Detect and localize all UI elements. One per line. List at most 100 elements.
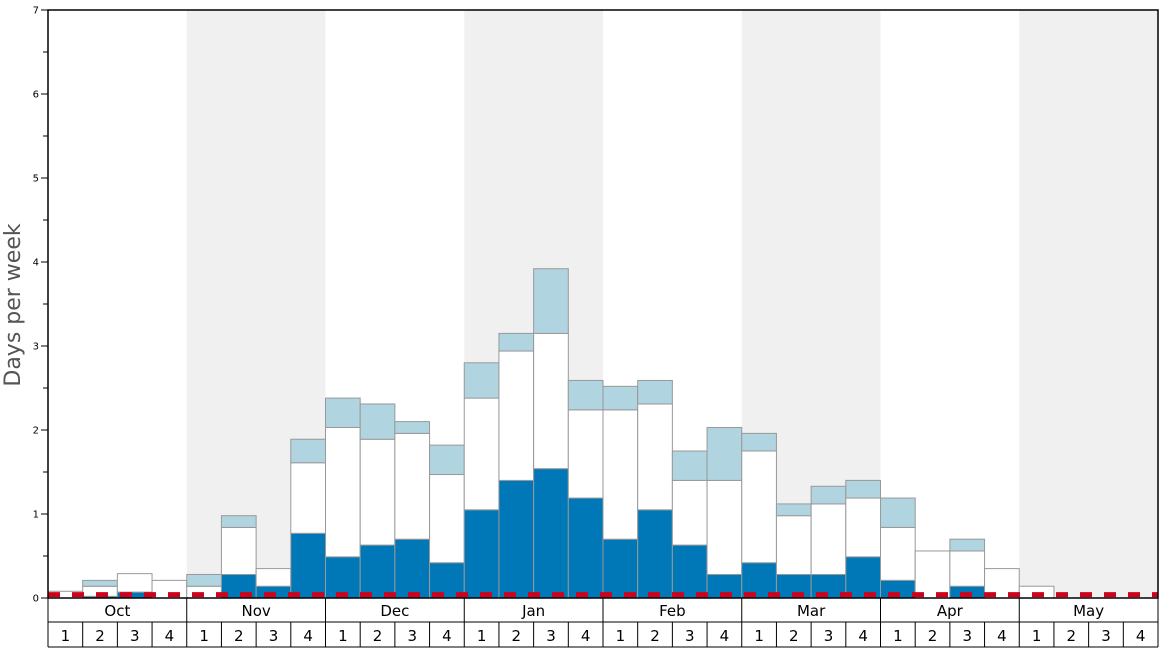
week-label: 3 — [1101, 627, 1111, 645]
bar-series — [47, 268, 1055, 599]
bar-segment-white — [325, 426, 361, 558]
week-label: 4 — [720, 627, 730, 645]
week-label: 2 — [373, 627, 383, 645]
bar-segment-light — [498, 332, 535, 352]
month-label: Mar — [797, 602, 826, 620]
week-label: 3 — [824, 627, 834, 645]
bar-segment-white — [533, 332, 569, 470]
bar-segment-light — [671, 450, 708, 481]
y-tick-label: 6 — [33, 90, 39, 101]
bar-segment-white — [567, 409, 604, 499]
week-label: 4 — [442, 627, 452, 645]
bar-segment-white — [463, 397, 500, 511]
month-label: May — [1073, 602, 1104, 620]
week-label: 2 — [95, 627, 105, 645]
bar-segment-light — [637, 379, 673, 405]
week-label: 3 — [407, 627, 417, 645]
bar-segment-dark — [671, 544, 708, 599]
bar-segment-white — [775, 515, 812, 575]
week-label: 4 — [1136, 627, 1146, 645]
bar-segment-white — [949, 550, 986, 587]
month-label: Dec — [380, 602, 409, 620]
bar-segment-white — [914, 550, 951, 599]
bar-segment-light — [533, 268, 569, 334]
bar-segment-white — [810, 503, 847, 575]
bar-segment-dark — [567, 497, 604, 599]
bar-segment-dark — [290, 532, 326, 599]
week-label: 1 — [616, 627, 626, 645]
bar-segment-light — [186, 573, 222, 587]
bar-segment-light — [741, 432, 777, 452]
bar-segment-light — [602, 385, 639, 411]
bar-segment-white — [220, 526, 257, 575]
week-label: 3 — [130, 627, 140, 645]
bar-segment-white — [498, 350, 535, 481]
bar-segment-light — [810, 485, 847, 505]
bar-segment-dark — [325, 556, 361, 599]
bar-segment-light — [706, 426, 743, 481]
week-label: 3 — [269, 627, 279, 645]
y-tick-label: 4 — [33, 258, 39, 269]
week-label: 4 — [303, 627, 313, 645]
week-label: 2 — [234, 627, 244, 645]
bar-segment-light — [463, 362, 500, 399]
y-tick-label: 3 — [33, 342, 39, 353]
bar-segment-light — [949, 538, 986, 552]
week-label: 3 — [962, 627, 972, 645]
bar-segment-dark — [741, 562, 777, 599]
bar-segment-white — [359, 438, 396, 546]
bar-segment-light — [290, 438, 326, 464]
bar-segment-white — [429, 474, 465, 564]
week-label: 2 — [789, 627, 799, 645]
bar-segment-light — [567, 379, 604, 411]
bar-segment-white — [290, 462, 326, 534]
week-label: 4 — [581, 627, 591, 645]
y-tick-label: 2 — [33, 426, 39, 437]
bar-segment-dark — [463, 509, 500, 599]
bar-segment-light — [359, 403, 396, 440]
month-label: Jan — [521, 602, 545, 620]
week-label: 2 — [928, 627, 938, 645]
bar-segment-white — [880, 526, 916, 581]
bar-segment-light — [845, 479, 881, 499]
y-tick-label: 5 — [33, 174, 39, 185]
y-tick-label: 1 — [33, 510, 39, 521]
bar-segment-white — [741, 450, 777, 564]
week-label: 1 — [199, 627, 209, 645]
bar-segment-light — [325, 397, 361, 428]
month-label: Oct — [104, 602, 130, 620]
week-label: 1 — [477, 627, 487, 645]
bar-segment-light — [775, 503, 812, 517]
bar-segment-light — [394, 421, 431, 434]
bar-segment-white — [602, 409, 639, 540]
y-tick-label: 0 — [33, 594, 39, 605]
month-label: Nov — [241, 602, 270, 620]
bar-segment-dark — [637, 509, 673, 599]
y-axis-label: Days per week — [1, 223, 26, 386]
week-label: 3 — [685, 627, 695, 645]
bar-segment-dark — [845, 556, 881, 599]
bar-segment-white — [845, 497, 881, 558]
week-label: 4 — [997, 627, 1007, 645]
week-label: 3 — [546, 627, 556, 645]
bar-segment-white — [706, 479, 743, 575]
week-label: 1 — [1032, 627, 1042, 645]
bar-segment-dark — [498, 479, 535, 599]
y-tick-label: 7 — [33, 6, 39, 17]
bar-segment-white — [637, 403, 673, 511]
bar-segment-white — [255, 568, 292, 587]
bar-segment-light — [82, 579, 118, 587]
bar-segment-white — [394, 432, 431, 540]
week-label: 1 — [893, 627, 903, 645]
week-label: 2 — [650, 627, 660, 645]
week-label: 2 — [1067, 627, 1077, 645]
bar-segment-dark — [602, 538, 639, 599]
x-axis: Oct Nov Dec Jan Feb Mar Apr May 1 2 3 4 1 2 3 4 1 2 3 4 1 2 3 4… — [47, 598, 1159, 648]
week-label: 1 — [338, 627, 348, 645]
bar-segment-light — [880, 497, 916, 528]
month-label: Feb — [659, 602, 686, 620]
bar-segment-dark — [394, 538, 431, 599]
week-label: 1 — [754, 627, 764, 645]
week-label: 1 — [61, 627, 71, 645]
